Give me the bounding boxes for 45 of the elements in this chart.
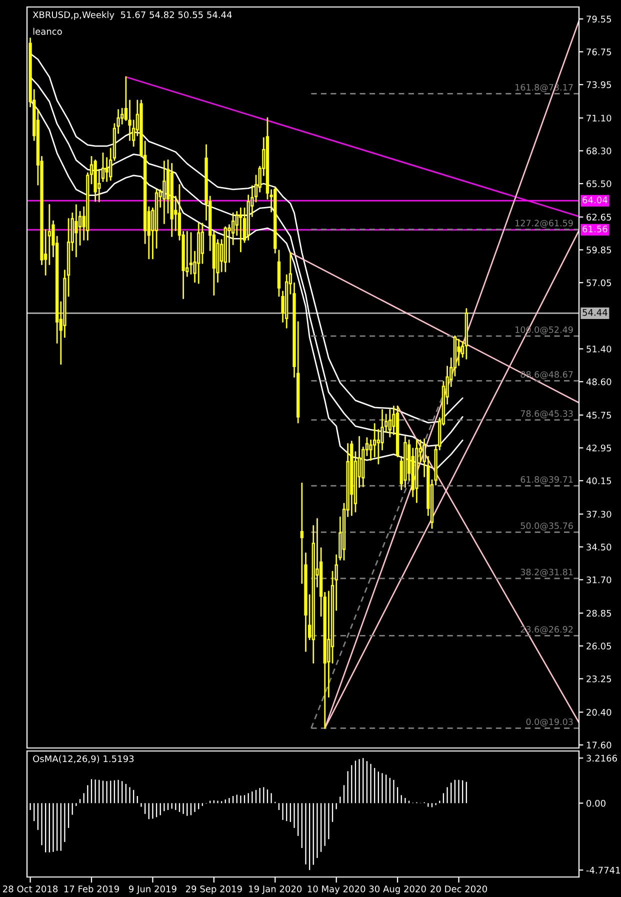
y-tick-label: 40.15 bbox=[586, 477, 611, 484]
x-tick-label: 30 Aug 2020 bbox=[369, 885, 426, 894]
chart-title: OsMA(12,26,9) 1.5193 bbox=[33, 755, 134, 764]
y-tick-label: 62.65 bbox=[586, 214, 611, 221]
series-label: 127.2@61.59 bbox=[516, 220, 573, 228]
y-tick-label: 23.25 bbox=[586, 675, 611, 682]
y-tick-label: 3.2166 bbox=[586, 754, 617, 762]
y-tick-label: 71.10 bbox=[586, 114, 612, 122]
y-tick-label: 26.05 bbox=[586, 642, 611, 650]
y-tick-label: 45.75 bbox=[586, 412, 611, 419]
series-label: 0.0@19.03 bbox=[526, 718, 573, 727]
y-tick-label: 73.95 bbox=[586, 81, 611, 88]
series-label: 50.0@35.76 bbox=[520, 522, 573, 530]
x-tick-label: 10 May 2020 bbox=[308, 885, 366, 894]
y-tick-label: 65.50 bbox=[586, 180, 612, 188]
x-tick-label: 29 Sep 2019 bbox=[186, 885, 242, 894]
y-tick-label: 42.95 bbox=[586, 444, 611, 452]
y-tick-label: 79.55 bbox=[586, 16, 611, 23]
x-tick-label: 28 Oct 2018 bbox=[3, 885, 58, 892]
y-tick-label: 17.60 bbox=[586, 742, 612, 749]
y-tick-label: -4.7741 bbox=[586, 866, 620, 874]
y-tick-label: 31.70 bbox=[586, 576, 612, 584]
x-tick-label: 17 Feb 2019 bbox=[64, 885, 119, 892]
y-tick-label: 51.40 bbox=[586, 346, 612, 352]
series-label: 61.8@39.71 bbox=[520, 476, 573, 484]
y-tick-label: 34.50 bbox=[586, 544, 612, 550]
y-tick-label: 59.85 bbox=[586, 246, 611, 254]
x-tick-label: 19 Jan 2020 bbox=[249, 885, 302, 894]
y-tick-label: 68.30 bbox=[586, 148, 612, 154]
ref-line-label: 64.04 bbox=[582, 196, 608, 204]
y-tick-label: 76.75 bbox=[586, 48, 611, 56]
y-tick-label: 57.05 bbox=[586, 279, 611, 286]
text: leanco bbox=[33, 28, 62, 35]
ref-line-label: 54.44 bbox=[582, 309, 608, 316]
y-tick-label: 0.00 bbox=[586, 800, 606, 807]
chart-title: XBRUSD,p,Weekly 51.67 54.82 50.55 54.44 bbox=[32, 11, 232, 20]
series-label: 78.6@45.33 bbox=[520, 410, 573, 418]
y-tick-label: 48.60 bbox=[586, 378, 612, 386]
y-tick-label: 28.85 bbox=[586, 610, 611, 617]
y-tick-label: 20.40 bbox=[586, 708, 612, 716]
ref-line-label: 61.56 bbox=[582, 226, 608, 232]
x-tick-label: 20 Dec 2020 bbox=[430, 885, 487, 892]
y-tick-label: 37.30 bbox=[586, 510, 612, 518]
series-label: 38.2@31.81 bbox=[520, 568, 573, 577]
x-tick-label: 9 Jun 2019 bbox=[128, 885, 176, 894]
